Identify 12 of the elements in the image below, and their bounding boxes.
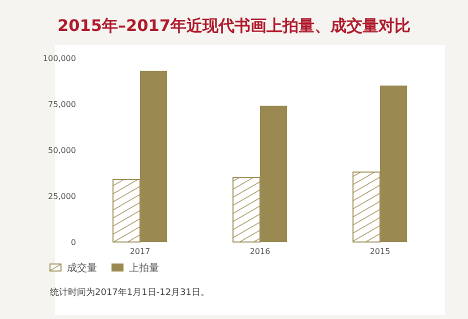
chart-title: 2015年–2017年近现代书画上拍量、成交量对比: [57, 16, 411, 35]
x-tick-label: 2017: [130, 247, 150, 256]
y-tick-label: 100,000: [42, 54, 76, 63]
text: 统计时间为2017年1月1日-12月31日。: [50, 287, 210, 298]
x-tick-label: 2015: [370, 247, 390, 256]
y-tick-label: 50,000: [48, 146, 76, 155]
y-tick-label: 0: [70, 238, 76, 247]
y-tick-label: 75,000: [48, 100, 76, 109]
legend-label: 上拍量: [129, 262, 159, 274]
y-tick-label: 25,000: [48, 192, 76, 201]
x-tick-label: 2016: [250, 247, 270, 256]
legend-label: 成交量: [67, 262, 97, 274]
